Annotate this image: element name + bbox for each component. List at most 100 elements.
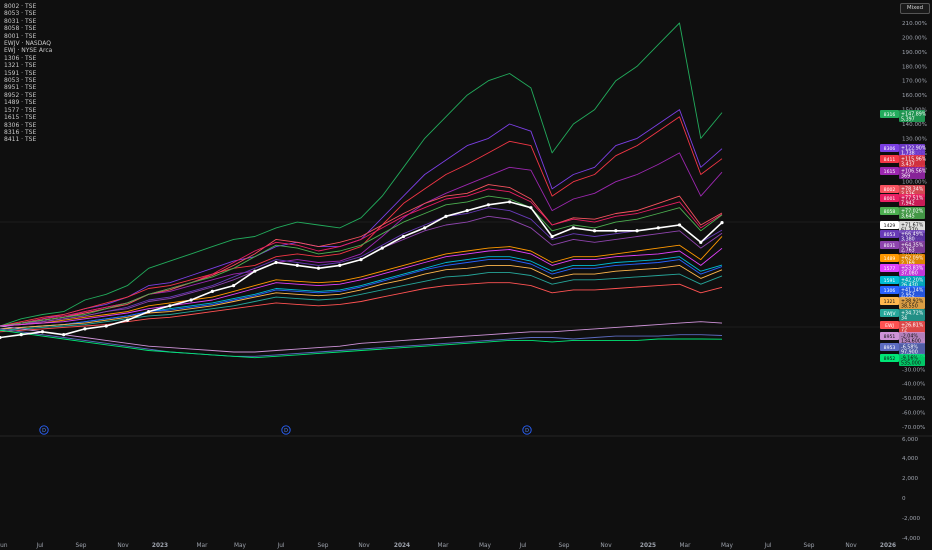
svg-text:+42.20%: +42.20%	[901, 278, 924, 284]
value-tag-8411: 8411 +115.96%3,437	[880, 155, 927, 168]
legend-item[interactable]: 8001 · TSE	[4, 32, 37, 40]
legend-item[interactable]: 1615 · TSE	[4, 114, 37, 122]
series-point-1429	[444, 214, 448, 218]
series-line-8001	[0, 188, 723, 327]
legend-item[interactable]: 1306 · TSE	[4, 54, 37, 62]
svg-text:+147.89%: +147.89%	[901, 112, 927, 118]
x-tick-label: Nov	[600, 543, 612, 549]
y-tick-label: -40.00%	[902, 382, 925, 388]
series-point-1429	[274, 260, 278, 265]
legend-item[interactable]: 8031 · TSE	[4, 17, 37, 25]
legend-item[interactable]: 8952 · TSE	[4, 91, 37, 99]
legend-item[interactable]: 8058 · TSE	[4, 25, 37, 33]
legend-item[interactable]: 8053 · TSE	[4, 77, 37, 85]
svg-text:8952: 8952	[884, 356, 896, 362]
series-line-8951	[0, 321, 723, 353]
y-tick-label: -60.00%	[902, 411, 925, 417]
series-point-1429	[40, 330, 45, 334]
svg-text:3,380: 3,380	[901, 237, 915, 243]
series-point-1429	[125, 318, 130, 322]
svg-text:8031: 8031	[884, 243, 896, 249]
series-point-1429	[614, 229, 618, 233]
series-point-1429	[19, 333, 23, 337]
series-point-1429	[359, 258, 363, 262]
svg-text:+106.56%: +106.56%	[901, 169, 927, 175]
x-tick-label: 2023	[152, 543, 168, 549]
svg-text:2,763: 2,763	[901, 248, 915, 254]
x-tick-label: Nov	[117, 543, 129, 549]
volume-tick-label: 2,000	[902, 476, 918, 482]
svg-text:-6.58%: -6.58%	[901, 345, 918, 351]
svg-text:+115.96%: +115.96%	[901, 157, 927, 163]
x-tick-label: Nov	[845, 543, 857, 549]
legend-item[interactable]: EWJV · NASDAQ	[4, 40, 51, 48]
svg-text:8316: 8316	[884, 112, 896, 118]
x-tick-label: Sep	[76, 543, 87, 549]
series-point-1429	[592, 229, 597, 233]
svg-text:1,738: 1,738	[901, 151, 915, 157]
legend-item[interactable]: 8316 · TSE	[4, 128, 37, 136]
svg-text:1615: 1615	[884, 169, 896, 175]
dividend-marker[interactable]: D	[39, 425, 49, 435]
svg-text:5,397: 5,397	[901, 117, 915, 123]
series-point-1429	[571, 226, 575, 230]
svg-text:D: D	[284, 428, 288, 434]
value-tag-8953: 8953 -6.58%97,900	[880, 343, 925, 356]
y-tick-label: 180.00%	[902, 64, 927, 70]
legend-item[interactable]: 8306 · TSE	[4, 121, 37, 129]
svg-text:34: 34	[901, 316, 907, 322]
series-point-1429	[423, 226, 427, 230]
svg-text:26,430: 26,430	[901, 283, 918, 289]
svg-text:1321: 1321	[884, 299, 896, 305]
svg-text:+78.34%: +78.34%	[901, 187, 924, 193]
symbol-legend: 8002 · TSE 8053 · TSE 8031 · TSE 8058 · TSE…	[4, 3, 52, 144]
y-tick-label: 140.00%	[902, 122, 927, 128]
value-tag-EWJV: EWJV +34.72%34	[880, 309, 925, 322]
x-tick-label: Mar	[197, 543, 209, 549]
y-tick-label: -30.00%	[902, 367, 925, 373]
series-point-1429	[656, 226, 660, 230]
x-tick-label: Jul	[519, 543, 527, 549]
svg-text:8002: 8002	[884, 187, 896, 193]
legend-item[interactable]: 1591 · TSE	[4, 69, 37, 77]
x-tick-label: May	[234, 543, 247, 549]
legend-item[interactable]: 8411 · TSE	[4, 136, 37, 144]
legend-item[interactable]: EWJ · NYSE Arca	[4, 47, 53, 55]
svg-text:EWJ: EWJ	[885, 323, 894, 329]
series-line-1306	[0, 259, 723, 330]
series-point-1429	[0, 335, 2, 340]
svg-text:38,550: 38,550	[901, 304, 918, 310]
svg-text:D: D	[525, 428, 529, 434]
legend-item[interactable]: 8951 · TSE	[4, 84, 37, 92]
value-tag-EWJ: EWJ +26.81%72	[880, 321, 925, 334]
x-tick-label: 2025	[640, 543, 656, 549]
legend-item[interactable]: 1321 · TSE	[4, 62, 37, 70]
svg-text:1429: 1429	[884, 223, 896, 229]
svg-text:7,942: 7,942	[901, 201, 915, 207]
volume-tick-label: -2,000	[902, 516, 920, 522]
series-point-1429	[635, 229, 639, 233]
svg-text:1591: 1591	[884, 278, 896, 284]
value-tag-8053: 8053 +66.49%3,380	[880, 230, 925, 243]
dividend-marker[interactable]: D	[522, 425, 532, 435]
dividend-marker[interactable]: D	[281, 425, 291, 435]
legend-item[interactable]: 8002 · TSE	[4, 3, 37, 10]
x-tick-label: May	[479, 543, 492, 549]
svg-text:8953: 8953	[884, 345, 896, 351]
legend-item[interactable]: 8053 · TSE	[4, 10, 37, 18]
series-point-1429	[486, 203, 491, 207]
svg-text:8411: 8411	[884, 157, 896, 163]
svg-text:+26.81%: +26.81%	[901, 323, 924, 329]
scale-mode-button[interactable]: Mixed	[900, 3, 930, 14]
value-tag-8031: 8031 +64.35%2,763	[880, 241, 925, 254]
svg-text:72: 72	[901, 328, 907, 334]
svg-text:8058: 8058	[884, 209, 896, 215]
x-tick-label: Mar	[680, 543, 692, 549]
value-tag-1321: 1321 +38.92%38,550	[880, 297, 925, 310]
legend-item[interactable]: 1489 · TSE	[4, 99, 37, 107]
svg-text:+122.90%: +122.90%	[901, 146, 927, 152]
legend-item[interactable]: 1577 · TSE	[4, 106, 37, 114]
series-point-1429	[104, 324, 108, 328]
value-tag-8001: 8001 +77.51%7,942	[880, 194, 925, 207]
